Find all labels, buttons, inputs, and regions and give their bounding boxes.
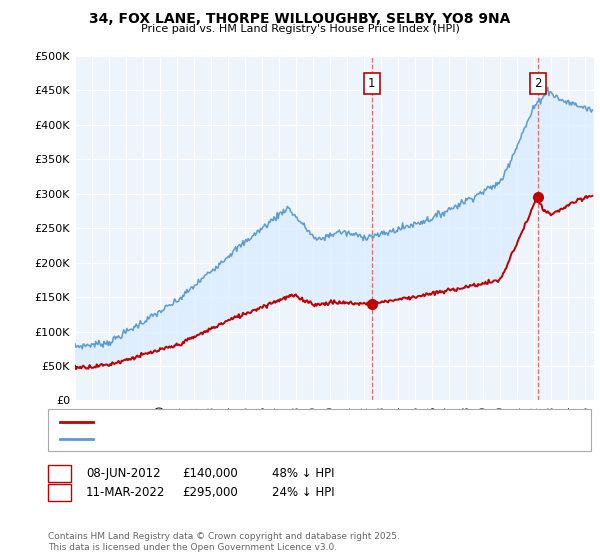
Text: Contains HM Land Registry data © Crown copyright and database right 2025.
This d: Contains HM Land Registry data © Crown c… [48,532,400,552]
Text: 1: 1 [56,466,63,480]
Text: 34, FOX LANE, THORPE WILLOUGHBY, SELBY, YO8 9NA: 34, FOX LANE, THORPE WILLOUGHBY, SELBY, … [89,12,511,26]
Text: 2: 2 [56,486,63,500]
Text: £140,000: £140,000 [182,466,238,480]
Text: 24% ↓ HPI: 24% ↓ HPI [272,486,334,500]
Text: 48% ↓ HPI: 48% ↓ HPI [272,466,334,480]
Text: 11-MAR-2022: 11-MAR-2022 [86,486,165,500]
Text: 1: 1 [368,77,376,90]
Text: 2: 2 [534,77,541,90]
Text: 34, FOX LANE, THORPE WILLOUGHBY, SELBY, YO8 9NA (detached house): 34, FOX LANE, THORPE WILLOUGHBY, SELBY, … [99,417,476,427]
Text: Price paid vs. HM Land Registry's House Price Index (HPI): Price paid vs. HM Land Registry's House … [140,24,460,34]
Text: 08-JUN-2012: 08-JUN-2012 [86,466,160,480]
Text: HPI: Average price, detached house, North Yorkshire: HPI: Average price, detached house, Nort… [99,434,372,444]
Text: £295,000: £295,000 [182,486,238,500]
